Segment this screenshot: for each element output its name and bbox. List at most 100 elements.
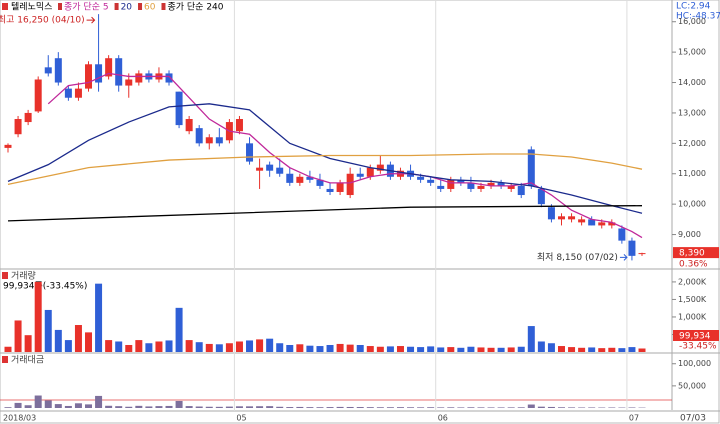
candle-body: [44, 67, 52, 74]
candle-body: [557, 216, 565, 220]
bar: [74, 325, 82, 352]
bar: [246, 340, 254, 352]
candle-body: [286, 173, 294, 183]
bar: [296, 344, 304, 352]
bar: [296, 406, 304, 408]
bar: [527, 326, 535, 352]
bar: [366, 407, 374, 408]
candle-body: [628, 240, 636, 256]
bar: [537, 406, 545, 408]
bar: [24, 335, 32, 352]
candle-body: [417, 176, 425, 180]
y-tick-label: 15,000: [678, 48, 706, 57]
candle-body: [115, 58, 123, 86]
bar: [346, 344, 354, 352]
candle-body: [326, 188, 334, 192]
candle-body: [578, 219, 586, 223]
bar: [215, 406, 223, 408]
legend-label: 60: [144, 3, 156, 13]
bar: [618, 348, 626, 352]
bar: [125, 344, 133, 352]
y-tick-label: 12,000: [678, 139, 706, 148]
bar: [306, 407, 314, 408]
candle-body: [34, 79, 42, 112]
candle-body: [74, 88, 82, 98]
bar: [125, 406, 133, 408]
bar: [105, 405, 113, 408]
bar: [44, 309, 52, 352]
current-date: 07/03: [680, 414, 706, 424]
bar: [266, 338, 274, 352]
candle-body: [588, 219, 596, 226]
corner-label: LC:2.94: [676, 2, 711, 12]
bar: [386, 407, 394, 408]
y-tick-label: 100,000: [678, 359, 711, 368]
bar: [326, 407, 334, 408]
legend-label: 종가 단순 240: [167, 2, 223, 13]
y-tick-label: 2,000K: [678, 277, 707, 286]
legend-icon: [161, 3, 166, 10]
candle-body: [568, 216, 576, 220]
candle-body: [256, 167, 264, 171]
bar: [638, 348, 646, 352]
bar: [417, 407, 425, 408]
bar: [547, 343, 555, 352]
candle-body: [246, 143, 254, 162]
bar: [557, 407, 565, 408]
candle-body: [105, 58, 113, 77]
bar: [376, 407, 384, 408]
last-change: 0.36%: [679, 260, 708, 270]
bar: [578, 347, 586, 352]
bar: [316, 346, 324, 352]
candle-body: [547, 207, 555, 220]
bar: [235, 341, 243, 352]
bar: [115, 341, 123, 352]
bar: [95, 283, 103, 352]
candle-body: [427, 179, 435, 183]
bar: [95, 395, 103, 408]
candle-body: [64, 88, 72, 98]
bar: [457, 347, 465, 352]
bar: [427, 346, 435, 352]
bar: [14, 320, 22, 352]
moving-average: [7, 205, 643, 222]
candle-body: [638, 253, 646, 255]
bar: [286, 344, 294, 352]
bar: [437, 407, 445, 408]
bar: [276, 343, 284, 352]
bar: [316, 407, 324, 408]
candle-body: [24, 112, 32, 123]
candle-body: [165, 73, 173, 83]
bar: [256, 406, 264, 408]
bar: [628, 407, 636, 408]
bar: [487, 407, 495, 408]
bar: [225, 406, 233, 408]
panel-subtitle: 99,934주(-33.45%): [3, 281, 87, 292]
bar: [447, 347, 455, 352]
bar: [256, 339, 264, 352]
bar: [64, 340, 72, 352]
bar: [457, 407, 465, 408]
bar: [54, 404, 62, 408]
bar: [437, 347, 445, 352]
y-tick-label: 1,000K: [678, 312, 707, 321]
bar: [527, 404, 535, 408]
bar: [396, 346, 404, 352]
legend-icon: [58, 3, 62, 10]
moving-average: [47, 72, 643, 239]
bar: [85, 404, 93, 408]
bar: [326, 344, 334, 352]
candle-body: [608, 222, 616, 226]
y-tick-label: 14,000: [678, 78, 706, 87]
candle-body: [437, 185, 445, 189]
y-tick-label: 9,000: [678, 230, 701, 239]
y-tick-label: 11,000: [678, 169, 706, 178]
x-tick-label: 07: [629, 414, 639, 423]
bar: [145, 406, 153, 408]
legend-icon: [114, 3, 119, 10]
bar: [54, 329, 62, 352]
legend-label: 20: [121, 3, 133, 13]
x-tick-label: 05: [236, 414, 246, 423]
